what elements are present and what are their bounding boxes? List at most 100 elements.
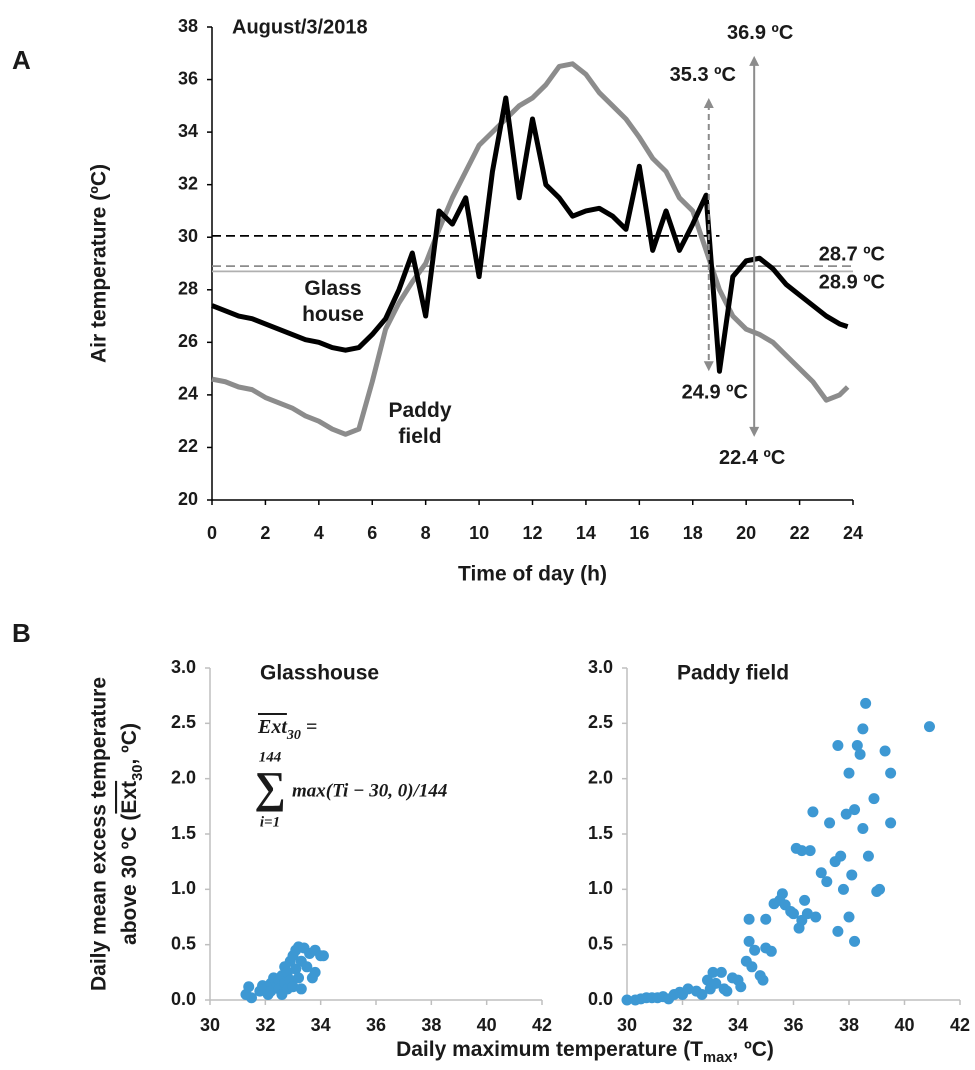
y-tick-label: 1.0 xyxy=(588,878,613,898)
x-tick-label: 22 xyxy=(790,523,810,543)
y-tick-label: 0.5 xyxy=(171,933,196,953)
point xyxy=(821,876,833,888)
y-tick-label: 32 xyxy=(178,173,198,193)
label-part: max xyxy=(703,1050,733,1066)
range-label: 24.9 ºC xyxy=(682,382,748,404)
date-label: August/3/2018 xyxy=(232,16,368,38)
point xyxy=(743,913,755,925)
formula-top: 144 xyxy=(259,749,282,765)
point xyxy=(743,935,755,947)
x-tick-label: 2 xyxy=(260,523,270,543)
point xyxy=(849,935,861,947)
range-label: 22.4 ºC xyxy=(719,447,785,469)
point xyxy=(843,911,855,923)
point xyxy=(317,950,329,962)
x-tick-label: 40 xyxy=(894,1015,914,1035)
point xyxy=(721,985,733,997)
y-tick-label: 3.0 xyxy=(171,657,196,677)
formula-part: = xyxy=(301,716,317,738)
arrow-head xyxy=(703,97,714,108)
label-part: Daily maximum temperature (T xyxy=(396,1038,703,1061)
point xyxy=(804,845,816,857)
series-label: Glass house xyxy=(302,277,364,326)
x-tick-label: 42 xyxy=(950,1015,970,1035)
point xyxy=(846,869,858,881)
point xyxy=(832,739,844,751)
point xyxy=(857,822,869,834)
formula-part: Ext xyxy=(257,716,288,738)
x-axis-title: Time of day (h) xyxy=(458,563,607,586)
point xyxy=(710,977,722,989)
point xyxy=(287,981,299,993)
point xyxy=(757,974,769,986)
y-tick-label: 38 xyxy=(178,16,198,36)
y-tick-label: 1.5 xyxy=(171,823,196,843)
point xyxy=(832,925,844,937)
x-tick-label: 38 xyxy=(421,1015,441,1035)
point xyxy=(243,981,255,993)
formula-body: max(Ti − 30, 0)/144 xyxy=(292,780,447,801)
point xyxy=(857,723,869,735)
label-part: above 30 ºC ( xyxy=(118,814,141,945)
panel-letter: B xyxy=(12,618,31,648)
x-tick-label: 8 xyxy=(421,523,431,543)
point xyxy=(843,767,855,779)
panel-letter: A xyxy=(12,45,31,75)
point xyxy=(765,945,777,957)
y-tick-label: 22 xyxy=(178,436,198,456)
x-tick-label: 36 xyxy=(783,1015,803,1035)
point xyxy=(849,804,861,816)
x-tick-label: 30 xyxy=(617,1015,637,1035)
arrow-head xyxy=(749,426,760,437)
x-tick-label: 18 xyxy=(683,523,703,543)
arrow-head xyxy=(749,55,760,66)
y-axis-title: above 30 ºC (Ext30, ºC) xyxy=(118,723,146,945)
y-axis-title: Daily mean excess temperature xyxy=(88,677,111,991)
label-part: Ext xyxy=(118,781,141,814)
x-tick-label: 42 xyxy=(532,1015,552,1035)
point xyxy=(837,883,849,895)
point xyxy=(862,850,874,862)
y-tick-label: 34 xyxy=(178,121,198,141)
point xyxy=(682,983,694,995)
y-tick-label: 2.0 xyxy=(171,767,196,787)
y-tick-label: 2.0 xyxy=(588,767,613,787)
point xyxy=(807,806,819,818)
series-line xyxy=(211,95,849,374)
y-tick-label: 1.0 xyxy=(171,878,196,898)
point xyxy=(301,961,313,973)
point xyxy=(776,888,788,900)
x-tick-label: 38 xyxy=(839,1015,859,1035)
point xyxy=(246,992,257,1004)
range-label: 36.9 ºC xyxy=(727,22,793,44)
x-tick-label: 32 xyxy=(255,1015,275,1035)
formula-part: 30 xyxy=(286,728,301,743)
point xyxy=(868,793,880,805)
x-axis-title: Daily maximum temperature (Tmax, ºC) xyxy=(396,1038,774,1066)
y-tick-label: 2.5 xyxy=(171,712,196,732)
point xyxy=(707,966,719,978)
y-tick-label: 20 xyxy=(178,489,198,509)
point xyxy=(701,974,713,986)
point xyxy=(293,972,305,984)
point xyxy=(801,908,813,920)
x-tick-label: 0 xyxy=(207,523,217,543)
point xyxy=(860,697,872,709)
x-tick-label: 24 xyxy=(843,523,863,543)
point xyxy=(746,961,758,973)
point xyxy=(290,963,302,975)
formula: Ext30 = ∑144 i=1 max(Ti − 30, 0)/144 xyxy=(254,716,447,831)
point xyxy=(851,739,863,751)
label-part: 30 xyxy=(130,765,146,781)
y-tick-label: 1.5 xyxy=(588,823,613,843)
label-part: , ºC) xyxy=(118,723,141,765)
x-tick-label: 6 xyxy=(367,523,377,543)
x-tick-label: 40 xyxy=(477,1015,497,1035)
series-line xyxy=(211,61,850,437)
y-tick-label: 3.0 xyxy=(588,657,613,677)
x-tick-label: 12 xyxy=(522,523,542,543)
point xyxy=(760,913,772,925)
point xyxy=(788,908,799,920)
